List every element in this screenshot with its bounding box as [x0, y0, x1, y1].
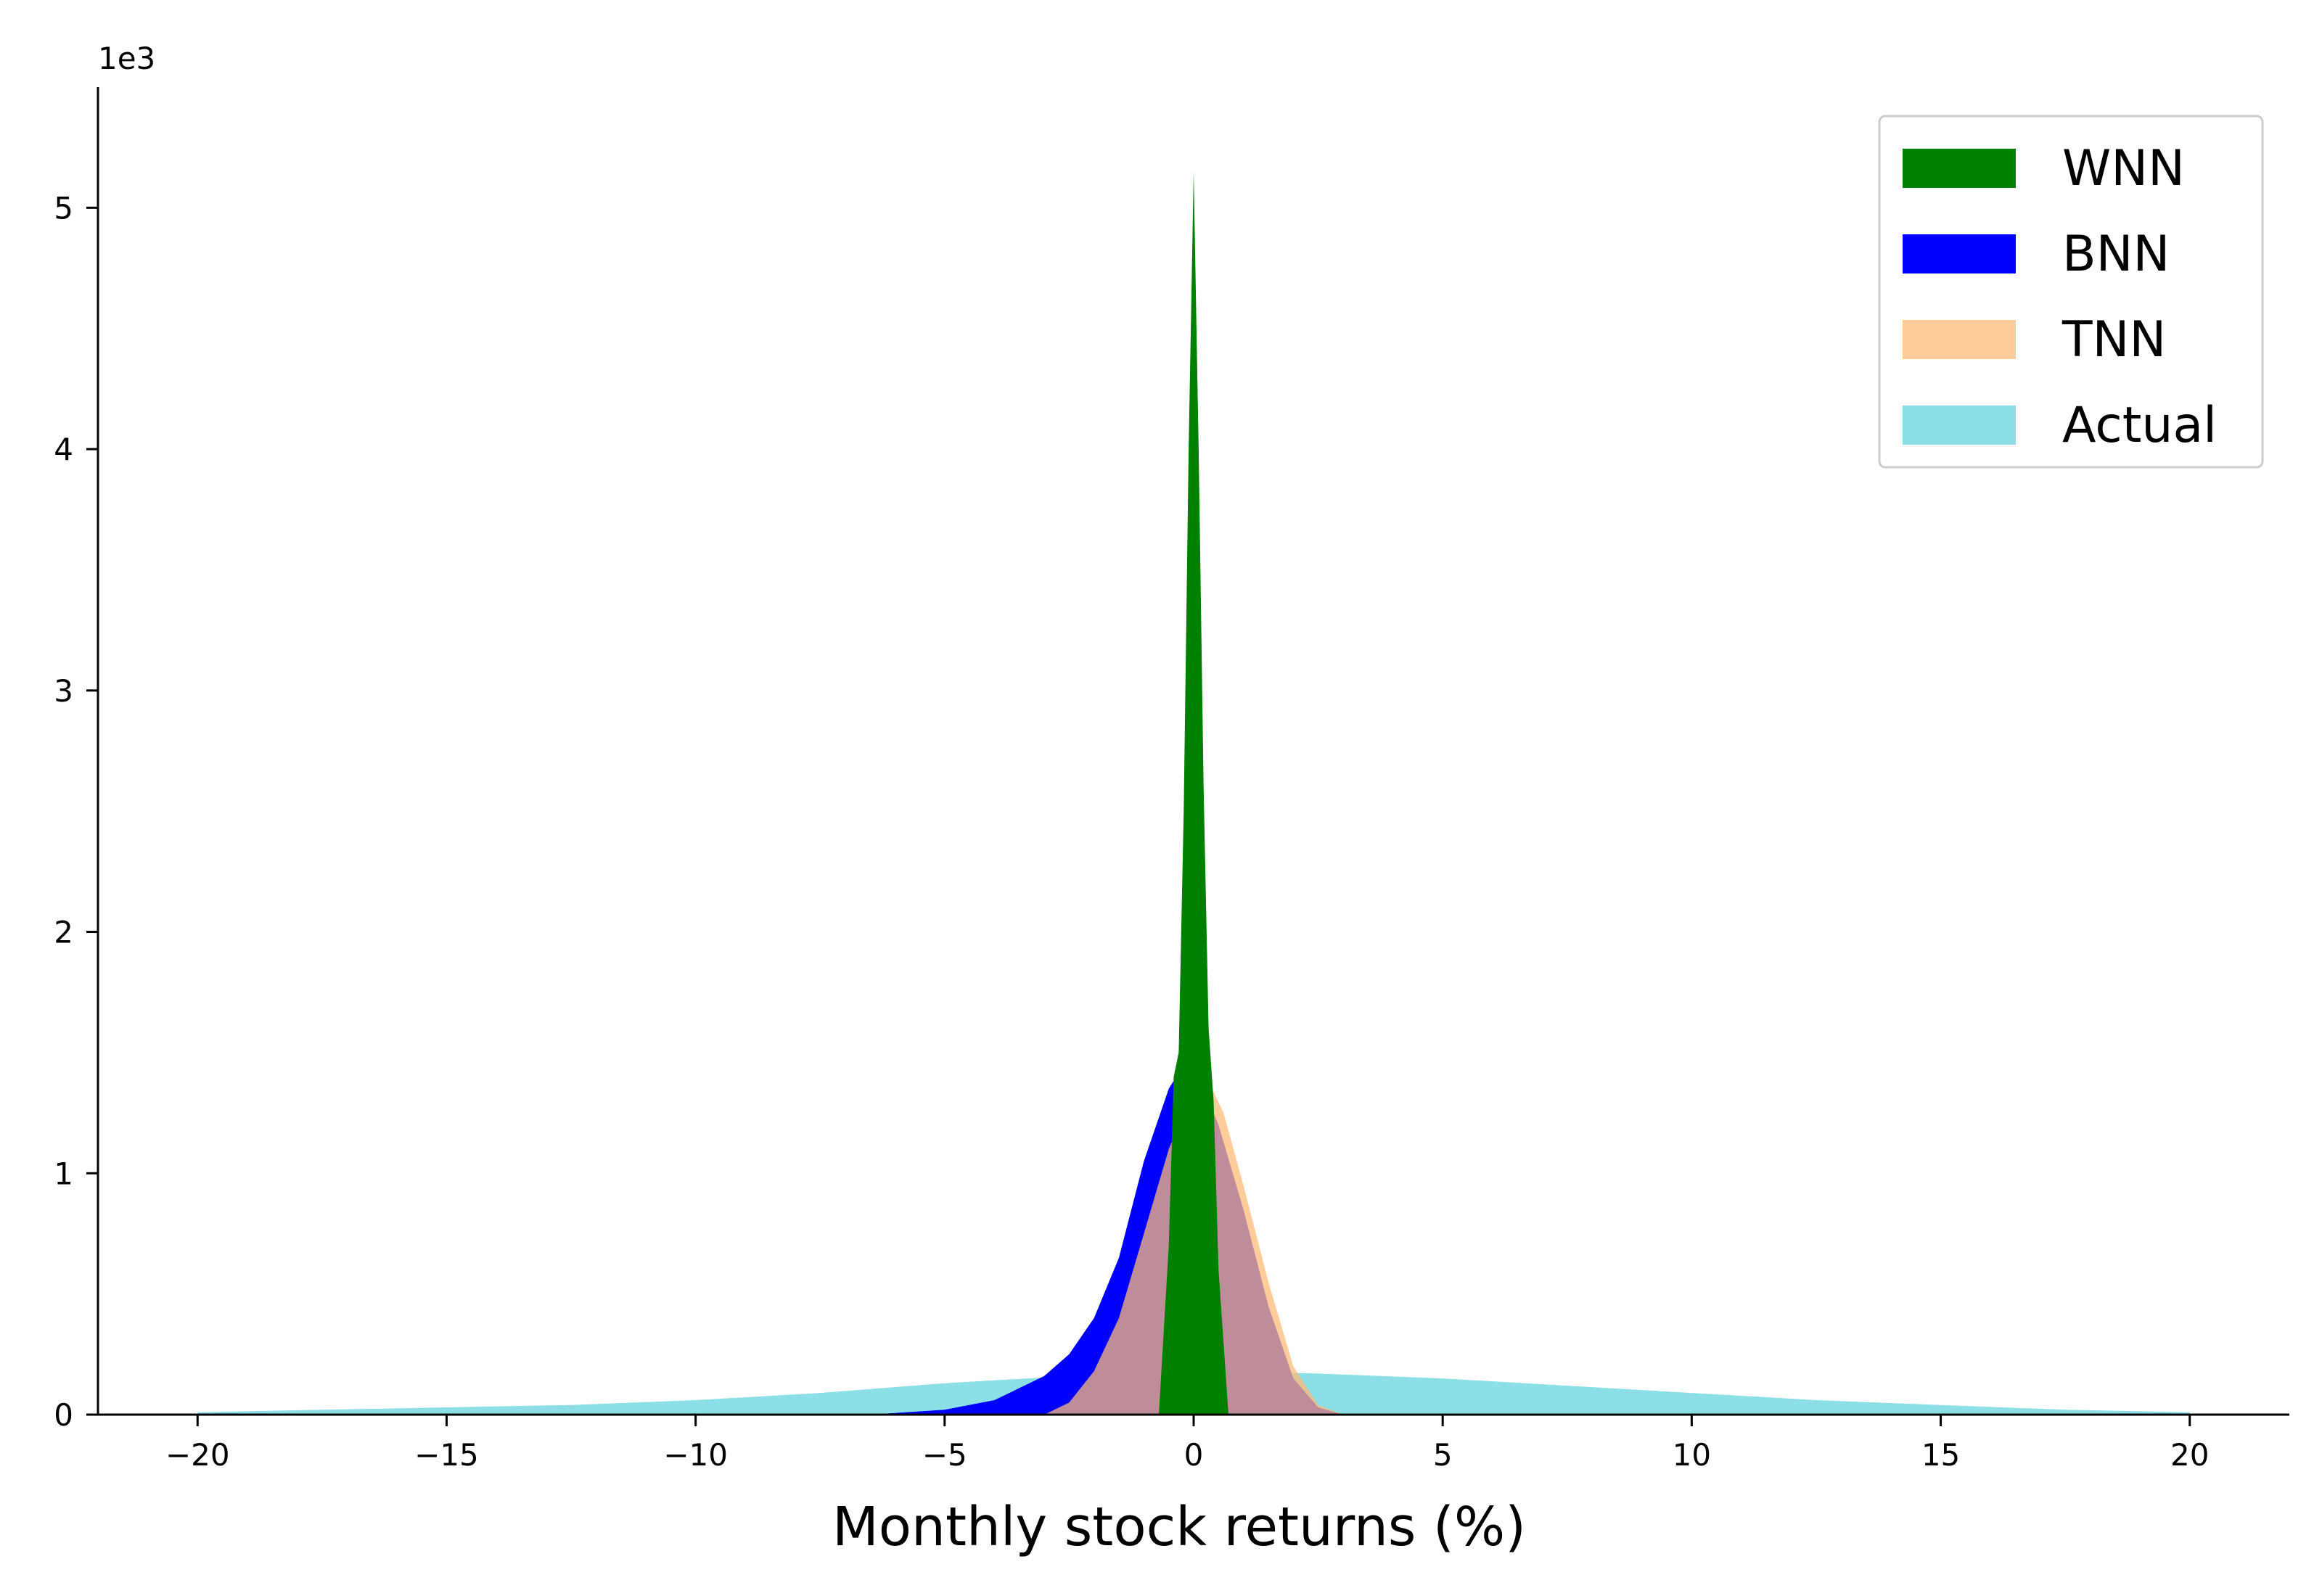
- y-ticks: 0 1 2 3 4 5: [54, 190, 98, 1433]
- legend-swatch-actual: [1903, 406, 2016, 445]
- x-tick-label: 10: [1673, 1437, 1711, 1473]
- legend-frame: [1878, 115, 2264, 469]
- legend-swatch-bnn: [1903, 234, 2016, 273]
- x-tick-label: −20: [165, 1437, 230, 1473]
- legend-label-wnn: WNN: [2062, 140, 2185, 197]
- x-tick-label: −5: [922, 1437, 967, 1473]
- series-area-wnn: [1159, 171, 1228, 1415]
- legend-label-bnn: BNN: [2062, 226, 2170, 283]
- x-tick-label: 0: [1184, 1437, 1204, 1473]
- x-tick-label: 20: [2170, 1437, 2209, 1473]
- series-layer: [197, 171, 2190, 1415]
- legend-label-tnn: TNN: [2062, 311, 2166, 369]
- x-tick-label: 15: [1921, 1437, 1960, 1473]
- y-tick-label: 0: [54, 1397, 73, 1433]
- x-axis-label: Monthly stock returns (%): [832, 1496, 1526, 1558]
- x-tick-label: −15: [414, 1437, 479, 1473]
- x-tick-label: −10: [663, 1437, 728, 1473]
- y-tick-label: 5: [54, 190, 73, 226]
- legend-swatch-tnn: [1903, 320, 2016, 359]
- y-tick-label: 1: [54, 1156, 73, 1191]
- x-tick-label: 5: [1433, 1437, 1453, 1473]
- legend: WNN BNN TNN Actual: [1878, 115, 2264, 469]
- y-tick-label: 3: [54, 673, 73, 709]
- y-tick-label: 2: [54, 915, 73, 950]
- y-scale-label: 1e3: [98, 41, 155, 76]
- x-ticks: −20 −15 −10 −5 0 5 10 15 20: [165, 1415, 2209, 1473]
- legend-swatch-wnn: [1903, 149, 2016, 188]
- y-tick-label: 4: [54, 432, 73, 467]
- legend-label-actual: Actual: [2062, 397, 2217, 454]
